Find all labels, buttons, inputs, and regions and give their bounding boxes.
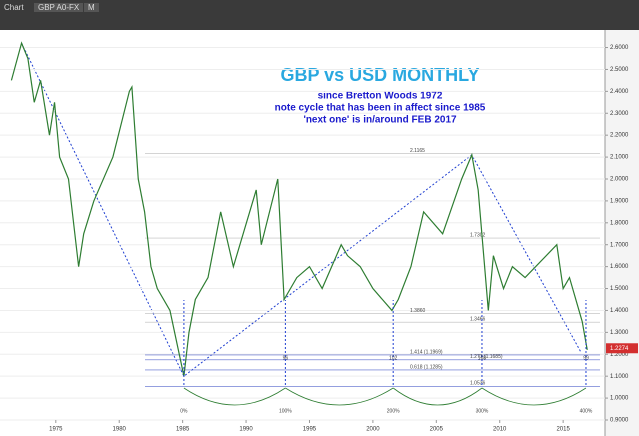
y-tick-label: 0.9000 — [610, 418, 629, 424]
cycle-months: 96 — [283, 355, 289, 361]
x-tick-label: 1985 — [176, 427, 190, 433]
trendline — [21, 42, 582, 377]
x-tick-label: 2010 — [493, 427, 507, 433]
level-label: 1.7302 — [470, 232, 486, 238]
interval-box[interactable]: M — [84, 3, 99, 12]
level-label: 1.3860 — [410, 308, 426, 314]
chart: GBP vs USD MONTHLY since Bretton Woods 1… — [0, 30, 639, 436]
y-tick-label: 2.3000 — [610, 111, 629, 117]
y-tick-label: 1.1000 — [610, 374, 629, 380]
cycle-label: 300% — [476, 408, 489, 414]
y-tick-label: 1.2000 — [610, 352, 629, 358]
cycle-months: 108 — [478, 355, 487, 361]
x-tick-label: 1990 — [239, 427, 253, 433]
y-tick-label: 2.6000 — [610, 45, 629, 51]
level-label: 1.3466 — [470, 316, 486, 322]
cycle-months: 99 — [583, 355, 589, 361]
last-price-box — [606, 343, 638, 354]
y-tick-label: 2.5000 — [610, 67, 629, 73]
trendlines — [21, 42, 582, 377]
x-tick-label: 1995 — [303, 427, 317, 433]
y-tick-label: 1.9000 — [610, 198, 629, 204]
chart-title: GBP vs USD MONTHLY — [280, 65, 479, 85]
level-label: 1.414 (1.1969) — [410, 349, 443, 355]
y-tick-label: 1.3000 — [610, 330, 629, 336]
y-tick-label: 1.7000 — [610, 242, 629, 248]
x-tick-label: 2000 — [366, 427, 380, 433]
y-tick-label: 1.5000 — [610, 286, 629, 292]
level-label: 1.0536 — [470, 381, 486, 387]
level-label: 1.271 (1.1685) — [470, 354, 503, 360]
y-tick-label: 2.4000 — [610, 89, 629, 95]
symbol-box[interactable]: GBP A0-FX — [34, 3, 84, 12]
subtitle: note cycle that has been in affect since… — [275, 103, 486, 114]
x-tick-label: 2015 — [556, 427, 570, 433]
y-tick-label: 2.1000 — [610, 155, 629, 161]
cycle-arc — [183, 387, 286, 406]
cycle-label: 100% — [279, 408, 292, 414]
y-tick-label: 2.2000 — [610, 133, 629, 139]
x-tick-label: 1980 — [113, 427, 127, 433]
x-tick-label: 2005 — [430, 427, 444, 433]
toolbar: Chart GBP A0-FX M — [0, 0, 639, 30]
window-title: Chart — [4, 3, 24, 12]
cycle-arc — [481, 387, 587, 406]
cycle-arc — [285, 387, 394, 406]
cycle-months: 102 — [389, 355, 398, 361]
cycle-label: 200% — [387, 408, 400, 414]
level-label: 0.618 (1.1285) — [410, 364, 443, 370]
price-line — [10, 41, 588, 377]
x-tick-label: 1975 — [49, 427, 63, 433]
y-tick-label: 1.8000 — [610, 220, 629, 226]
subtitle: since Bretton Woods 1972 — [318, 91, 443, 102]
cycle-label: 0% — [180, 408, 188, 414]
last-price-label: 1.2274 — [610, 346, 629, 352]
y-tick-label: 1.6000 — [610, 264, 629, 270]
subtitle: 'next one' is in/around FEB 2017 — [303, 115, 457, 126]
cycle-label: 400% — [580, 408, 593, 414]
level-label: 2.1165 — [410, 148, 425, 154]
y-tick-label: 1.0000 — [610, 396, 629, 402]
cycle-arc — [392, 387, 483, 406]
y-tick-label: 1.4000 — [610, 308, 629, 314]
y-tick-label: 2.0000 — [610, 177, 629, 183]
y-axis-panel — [605, 30, 639, 436]
